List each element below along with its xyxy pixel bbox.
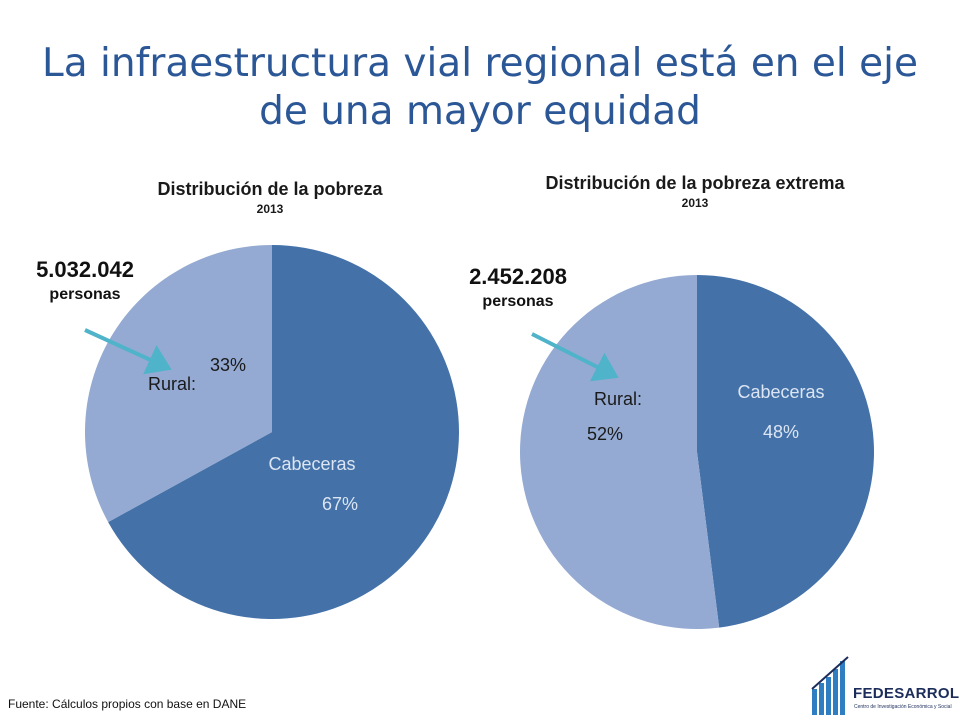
chart-2-year: 2013 — [681, 196, 709, 210]
chart-1-arrow — [84, 328, 172, 375]
chart-2-annotation-unit: personas — [482, 293, 554, 310]
slide-title: La infraestructura vial regional está en… — [42, 41, 918, 134]
logo-bars-icon — [811, 656, 849, 715]
chart-2-arrow — [531, 332, 619, 382]
chart-1-year: 2013 — [256, 202, 284, 216]
chart-2-label-rural-value: 52% — [587, 424, 623, 444]
chart-1-label-rural-name: Rural: — [148, 374, 196, 394]
chart-1-label-rural-value: 33% — [210, 355, 246, 375]
chart-1-slice-cabeceras — [108, 245, 459, 619]
chart-2-annotation-value: 2.452.208 — [469, 264, 567, 289]
chart-1-annotation: 5.032.042 personas — [10, 257, 160, 305]
logo-name: FEDESARROLLO — [853, 685, 960, 702]
chart-1-label-cabeceras-name: Cabeceras — [268, 454, 355, 474]
chart-2-annotation: 2.452.208 personas — [443, 264, 593, 312]
chart-1-label-cabeceras-value: 67% — [322, 494, 358, 514]
chart-2-title: Distribución de la pobreza extrema 2013 — [525, 172, 865, 211]
fedesarrollo-logo: FEDESARROLLO Centro de Investigación Eco… — [808, 655, 960, 717]
chart-2-label-cabeceras-name: Cabeceras — [737, 382, 824, 402]
source-note: Fuente: Cálculos propios con base en DAN… — [8, 697, 247, 711]
chart-2-slice-rural — [520, 275, 720, 629]
chart-1-annotation-unit: personas — [49, 286, 121, 303]
chart-1-slice-rural — [84, 245, 272, 523]
chart-2-label-rural-name: Rural: — [594, 389, 642, 409]
chart-2-slice-cabeceras — [697, 275, 875, 628]
chart-2-title-text: Distribución de la pobreza extrema — [545, 173, 845, 193]
chart-1-title-text: Distribución de la pobreza — [157, 179, 383, 199]
chart-1-title: Distribución de la pobreza 2013 — [110, 178, 430, 217]
logo-subtitle: Centro de Investigación Económica y Soci… — [854, 704, 952, 710]
chart-2-label-cabeceras-value: 48% — [763, 422, 799, 442]
chart-1-annotation-value: 5.032.042 — [36, 257, 134, 282]
